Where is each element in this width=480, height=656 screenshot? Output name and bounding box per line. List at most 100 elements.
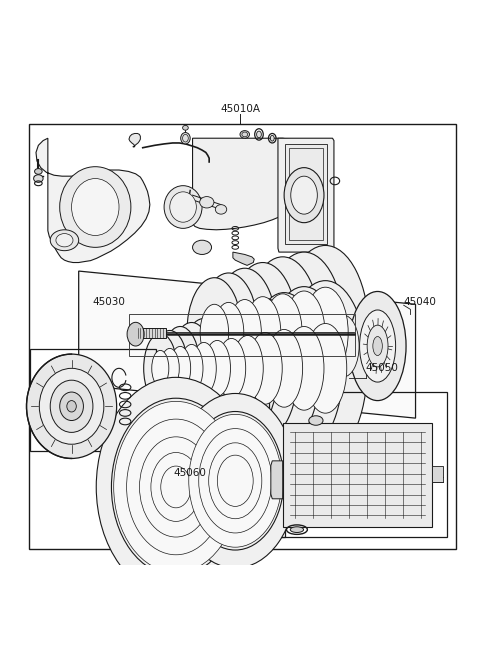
Text: 45050: 45050 [366, 363, 398, 373]
Ellipse shape [270, 135, 274, 141]
Ellipse shape [228, 262, 298, 403]
Ellipse shape [180, 344, 203, 392]
Ellipse shape [170, 346, 191, 390]
Ellipse shape [373, 337, 383, 356]
Ellipse shape [26, 354, 117, 459]
Ellipse shape [60, 167, 131, 247]
Bar [283, 423, 432, 527]
Ellipse shape [248, 293, 320, 444]
Ellipse shape [192, 240, 212, 255]
Bar [30, 350, 156, 451]
Bar [129, 314, 355, 356]
Ellipse shape [349, 291, 406, 401]
Ellipse shape [217, 338, 246, 398]
Text: 45060: 45060 [174, 468, 206, 478]
Ellipse shape [170, 323, 214, 414]
Ellipse shape [257, 131, 261, 138]
Ellipse shape [50, 230, 79, 251]
Ellipse shape [96, 377, 256, 596]
Ellipse shape [199, 273, 259, 392]
Polygon shape [278, 138, 334, 252]
Text: 45030: 45030 [93, 297, 126, 307]
Ellipse shape [174, 394, 296, 568]
Ellipse shape [140, 437, 212, 537]
Ellipse shape [284, 281, 367, 456]
Text: 45010A: 45010A [220, 104, 260, 113]
Ellipse shape [302, 287, 348, 379]
Ellipse shape [203, 308, 260, 428]
Ellipse shape [360, 310, 396, 382]
Ellipse shape [199, 430, 271, 532]
Ellipse shape [152, 350, 169, 386]
Polygon shape [79, 271, 416, 418]
Ellipse shape [164, 186, 202, 228]
Bar [109, 435, 285, 537]
Ellipse shape [209, 443, 262, 519]
Bar [29, 124, 456, 548]
Ellipse shape [228, 300, 261, 366]
Ellipse shape [284, 168, 324, 222]
Ellipse shape [217, 304, 278, 433]
Ellipse shape [200, 197, 214, 208]
Ellipse shape [216, 205, 227, 214]
Ellipse shape [211, 447, 259, 515]
Ellipse shape [191, 314, 243, 423]
Ellipse shape [187, 277, 242, 388]
Ellipse shape [232, 335, 263, 401]
Ellipse shape [114, 401, 238, 573]
Polygon shape [192, 138, 328, 230]
Ellipse shape [56, 234, 73, 247]
Ellipse shape [200, 304, 228, 361]
Bar [432, 466, 443, 482]
Ellipse shape [263, 294, 302, 372]
Ellipse shape [291, 176, 317, 214]
Ellipse shape [155, 458, 197, 516]
Ellipse shape [180, 133, 190, 144]
Ellipse shape [328, 315, 359, 377]
Ellipse shape [192, 342, 216, 394]
Ellipse shape [60, 392, 84, 420]
Ellipse shape [34, 174, 43, 182]
Ellipse shape [187, 411, 284, 550]
Ellipse shape [264, 252, 344, 413]
Ellipse shape [160, 348, 179, 388]
Ellipse shape [39, 368, 104, 444]
Ellipse shape [127, 419, 225, 555]
Ellipse shape [214, 302, 244, 363]
Polygon shape [233, 252, 254, 266]
Bar [289, 148, 323, 239]
Bar [136, 328, 167, 338]
Ellipse shape [144, 333, 177, 403]
Ellipse shape [232, 298, 299, 438]
Bar [269, 392, 447, 537]
Ellipse shape [213, 268, 277, 398]
Ellipse shape [50, 380, 93, 432]
Ellipse shape [240, 131, 250, 138]
Ellipse shape [265, 329, 302, 407]
Polygon shape [271, 461, 283, 499]
Bar [285, 144, 327, 243]
Ellipse shape [290, 527, 303, 533]
Ellipse shape [245, 297, 281, 369]
Ellipse shape [72, 178, 119, 236]
Ellipse shape [304, 323, 347, 413]
Ellipse shape [182, 125, 188, 130]
Ellipse shape [283, 291, 325, 375]
Ellipse shape [180, 319, 228, 418]
Ellipse shape [204, 340, 230, 396]
Ellipse shape [217, 455, 253, 506]
Ellipse shape [170, 192, 196, 222]
Ellipse shape [152, 331, 188, 406]
Ellipse shape [309, 416, 323, 425]
Ellipse shape [245, 257, 321, 409]
Ellipse shape [127, 322, 144, 346]
Ellipse shape [248, 333, 282, 404]
Text: 45040: 45040 [404, 297, 436, 307]
Ellipse shape [161, 466, 191, 508]
Polygon shape [129, 133, 140, 147]
Ellipse shape [321, 302, 366, 390]
Ellipse shape [127, 419, 225, 555]
Ellipse shape [67, 401, 76, 412]
Ellipse shape [265, 287, 343, 450]
Ellipse shape [284, 327, 324, 410]
